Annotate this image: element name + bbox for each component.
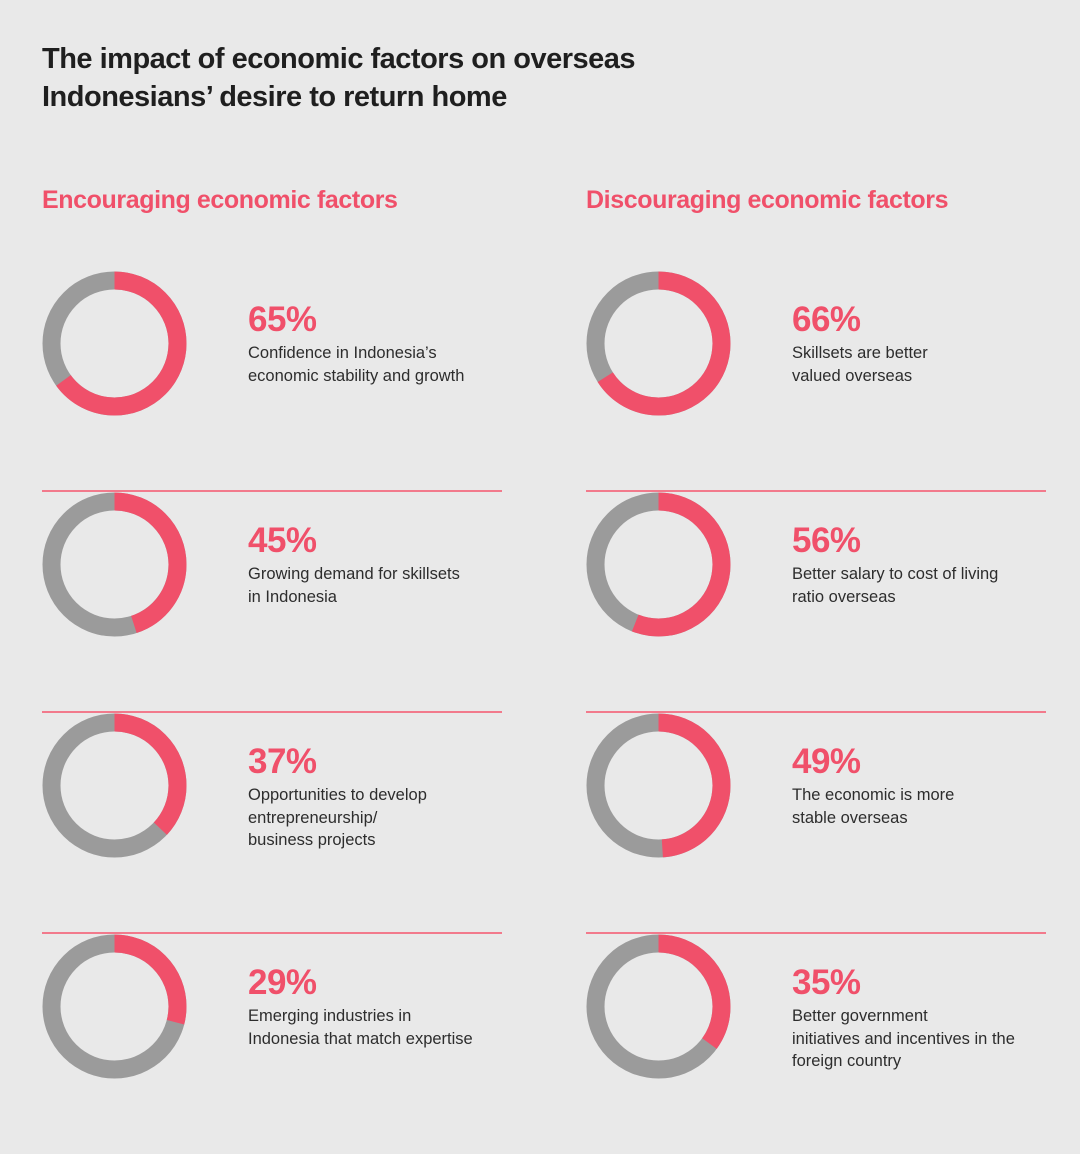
percentage-label: 49% — [792, 742, 861, 781]
factor-description: Emerging industries in Indonesia that ma… — [248, 1007, 473, 1048]
discouraging-factors-list: 66% Skillsets are better valued overseas 5… — [586, 271, 1048, 1094]
factor-row: 37% Opportunities to develop entrepreneur… — [42, 713, 504, 934]
factor-stat: 45% Growing demand for skillsets in Indon… — [248, 522, 508, 608]
row-divider — [586, 711, 1046, 713]
factor-row: 49% The economic is more stable overseas — [586, 713, 1048, 934]
donut-value-arc — [586, 713, 731, 858]
discouraging-factors-heading: Discouraging economic factors — [586, 186, 949, 214]
page-title-line-2: Indonesians’ desire to return home — [42, 81, 507, 113]
donut-value-arc — [42, 934, 187, 1079]
donut-value-arc — [42, 271, 187, 416]
factor-row: 45% Growing demand for skillsets in Indon… — [42, 492, 504, 713]
percentage-label: 56% — [792, 521, 861, 560]
row-divider — [42, 932, 502, 934]
percentage-label: 45% — [248, 521, 317, 560]
page-title: The impact of economic factors on overse… — [42, 40, 722, 116]
percentage-label: 66% — [792, 300, 861, 339]
factor-row: 29% Emerging industries in Indonesia that… — [42, 934, 504, 1094]
donut-chart — [586, 934, 731, 1079]
factor-row: 66% Skillsets are better valued overseas — [586, 271, 1048, 492]
donut-value-arc — [42, 713, 187, 858]
donut-value-arc — [586, 492, 731, 637]
donut-svg — [42, 713, 187, 858]
discouraging-factors-column: Discouraging economic factors 66% Skillse… — [586, 180, 1048, 1079]
donut-svg — [42, 934, 187, 1079]
donut-chart — [42, 492, 187, 637]
donut-svg — [42, 492, 187, 637]
factor-description: Better salary to cost of living ratio ov… — [792, 565, 999, 606]
donut-value-arc — [586, 271, 731, 416]
donut-chart — [42, 934, 187, 1079]
factor-stat: 66% Skillsets are better valued overseas — [792, 301, 1052, 387]
factor-description: Opportunities to develop entrepreneurshi… — [248, 786, 427, 849]
encouraging-factors-column: Encouraging economic factors 65% Confiden… — [42, 180, 504, 1079]
factor-stat: 29% Emerging industries in Indonesia that… — [248, 964, 508, 1050]
percentage-label: 35% — [792, 963, 861, 1002]
donut-svg — [586, 271, 731, 416]
encouraging-factors-list: 65% Confidence in Indonesia’s economic st… — [42, 271, 504, 1094]
row-divider — [586, 932, 1046, 934]
donut-chart — [42, 713, 187, 858]
factor-description: Growing demand for skillsets in Indonesi… — [248, 565, 460, 606]
page-title-line-1: The impact of economic factors on overse… — [42, 43, 636, 75]
encouraging-factors-heading: Encouraging economic factors — [42, 186, 398, 214]
factor-description: Confidence in Indonesia’s economic stabi… — [248, 344, 465, 385]
row-divider — [42, 490, 502, 492]
factor-row: 65% Confidence in Indonesia’s economic st… — [42, 271, 504, 492]
donut-chart — [42, 271, 187, 416]
factor-description: Skillsets are better valued overseas — [792, 344, 928, 385]
donut-chart — [586, 271, 731, 416]
row-divider — [42, 711, 502, 713]
factor-stat: 56% Better salary to cost of living ratio… — [792, 522, 1052, 608]
donut-svg — [586, 713, 731, 858]
factor-stat: 35% Better government initiatives and inc… — [792, 964, 1052, 1073]
percentage-label: 29% — [248, 963, 317, 1002]
donut-svg — [586, 934, 731, 1079]
donut-value-arc — [42, 492, 187, 637]
row-divider — [586, 490, 1046, 492]
percentage-label: 65% — [248, 300, 317, 339]
donut-svg — [42, 271, 187, 416]
factor-stat: 37% Opportunities to develop entrepreneur… — [248, 743, 508, 852]
donut-chart — [586, 492, 731, 637]
factor-description: Better government initiatives and incent… — [792, 1007, 1015, 1070]
percentage-label: 37% — [248, 742, 317, 781]
factor-description: The economic is more stable overseas — [792, 786, 955, 827]
donut-value-arc — [586, 934, 731, 1079]
factor-row: 35% Better government initiatives and inc… — [586, 934, 1048, 1094]
donut-chart — [586, 713, 731, 858]
factor-row: 56% Better salary to cost of living ratio… — [586, 492, 1048, 713]
donut-svg — [586, 492, 731, 637]
factor-stat: 65% Confidence in Indonesia’s economic st… — [248, 301, 508, 387]
factor-stat: 49% The economic is more stable overseas — [792, 743, 1052, 829]
